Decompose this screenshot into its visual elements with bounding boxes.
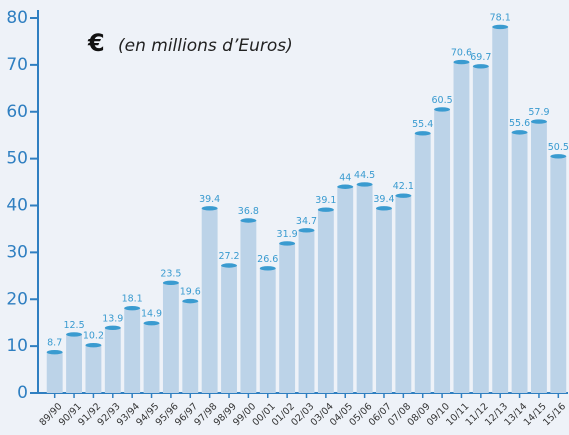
annotation: (en millions d’Euros) — [118, 36, 293, 56]
bar-cap — [182, 298, 199, 304]
bar — [376, 208, 392, 393]
bar — [492, 26, 509, 393]
bar-cap — [414, 131, 431, 136]
value-label: 8.7 — [47, 338, 62, 349]
value-label: 10.2 — [83, 331, 104, 342]
value-label: 13.9 — [102, 313, 123, 324]
bar — [46, 352, 63, 393]
value-label: 34.7 — [296, 216, 317, 227]
bar — [279, 243, 296, 393]
bar-cap — [395, 193, 412, 198]
bar-cap — [337, 184, 354, 189]
bar — [511, 132, 528, 393]
bar — [259, 268, 276, 393]
value-label: 69.7 — [470, 52, 491, 63]
y-tick-label: 60 — [6, 102, 28, 122]
value-label: 42.1 — [393, 181, 414, 192]
bar-cap — [46, 350, 63, 355]
bar-cap — [317, 207, 334, 212]
bar-cap — [376, 206, 392, 211]
bar-cap — [472, 64, 489, 69]
bar — [453, 62, 470, 393]
bar — [356, 184, 373, 393]
bar — [201, 208, 218, 393]
bar — [550, 156, 567, 393]
value-label: 36.8 — [238, 206, 259, 217]
bar-cap — [201, 206, 218, 211]
value-label: 14.9 — [141, 309, 162, 320]
value-label: 50.5 — [548, 142, 569, 153]
y-tick-label: 20 — [6, 289, 28, 309]
value-label: 39.1 — [315, 195, 336, 206]
bar-cap — [511, 130, 528, 135]
value-label: 27.2 — [218, 251, 239, 262]
value-label: 44.5 — [354, 170, 375, 181]
bar — [124, 308, 141, 393]
bar-cap — [162, 280, 179, 286]
y-tick-label: 30 — [6, 242, 28, 262]
bar-cap — [298, 228, 315, 233]
bar — [395, 195, 412, 393]
bar — [104, 327, 121, 393]
bar — [472, 66, 489, 393]
value-label: 12.5 — [63, 320, 84, 331]
currency-symbol: € — [87, 29, 105, 57]
bar-cap — [453, 59, 470, 65]
value-label: 70.6 — [451, 48, 472, 59]
value-label: 44 — [339, 172, 351, 183]
bar — [317, 209, 334, 393]
bar-cap — [259, 266, 276, 271]
bar-cap — [143, 320, 160, 326]
y-tick-label: 0 — [17, 383, 28, 403]
bar-cap — [124, 305, 141, 311]
bar — [85, 345, 102, 393]
bar-cap — [356, 182, 373, 187]
bar-cap — [434, 107, 451, 112]
bar-cap — [66, 332, 82, 337]
y-tick-label: 50 — [6, 149, 28, 169]
bar-cap — [531, 119, 547, 124]
bar-cap — [221, 263, 237, 268]
bar — [143, 323, 160, 393]
bar — [221, 265, 237, 393]
bar — [162, 282, 179, 393]
bar-cap — [550, 154, 567, 159]
bar — [298, 230, 315, 393]
value-label: 55.6 — [509, 118, 530, 129]
bar-cap — [492, 24, 509, 30]
value-label: 78.1 — [490, 12, 511, 23]
y-tick-label: 10 — [6, 336, 28, 356]
value-label: 23.5 — [160, 268, 181, 279]
y-tick-label: 70 — [6, 55, 28, 75]
y-tick-label: 80 — [6, 8, 28, 28]
value-label: 31.9 — [277, 229, 298, 240]
bar — [337, 186, 354, 393]
bar — [434, 109, 451, 393]
bar — [240, 220, 257, 393]
bar — [66, 334, 82, 393]
value-label: 18.1 — [122, 294, 143, 305]
bar-cap — [279, 241, 296, 246]
bar-cap — [104, 325, 121, 331]
bar-cap — [85, 342, 102, 348]
value-label: 57.9 — [528, 107, 549, 118]
value-label: 39.4 — [199, 194, 220, 205]
bar — [531, 121, 547, 393]
bar — [182, 301, 199, 393]
value-label: 39.4 — [373, 194, 394, 205]
value-label: 19.6 — [180, 287, 201, 298]
value-label: 26.6 — [257, 254, 278, 265]
value-label: 55.4 — [412, 119, 433, 130]
bar-cap — [240, 218, 257, 223]
value-label: 60.5 — [432, 95, 453, 106]
y-tick-label: 40 — [6, 196, 28, 216]
bar — [414, 133, 431, 393]
